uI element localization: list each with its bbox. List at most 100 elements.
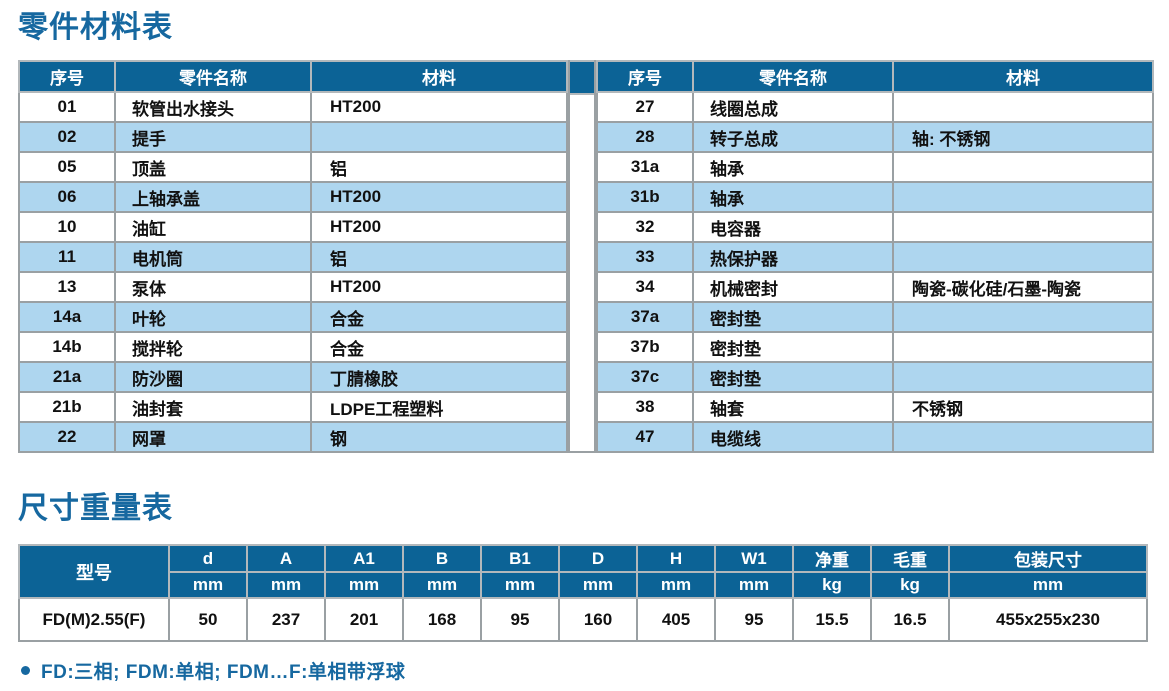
parts-table-left-body: 01 软管出水接头 HT200 02 提手 05 顶盖铝 06 上轴承盖 HT200 10 油缸 HT2… [18,91,568,453]
cell-h: 405 [636,597,716,642]
cell-no: 01 [18,91,116,123]
cell-no: 37a [596,301,694,333]
cell-material [892,301,1154,333]
column-header-no: 序号 [596,60,694,93]
parts-tables-band: 序号 零件名称 材料 01 软管出水接头 HT200 02 提手 05 顶盖铝 06 上轴承盖 H… [18,60,1154,453]
column-header-gross-weight: 毛重 [870,544,950,573]
cell-material [892,421,1154,453]
cell-no: 38 [596,391,694,423]
cell-no: 11 [18,241,116,273]
cell-material: 钢 [310,421,568,453]
column-header-h: H [636,544,716,573]
column-header-name: 零件名称 [114,60,312,93]
cell-name: 软管出水接头 [114,91,312,123]
table-gap-spacer-header [570,60,594,95]
cell-model: FD(M)2.55(F) [18,597,170,642]
column-header-dd: D [558,544,638,573]
cell-net-weight: 15.5 [792,597,872,642]
cell-material: 不锈钢 [892,391,1154,423]
cell-name: 顶盖 [114,151,312,183]
cell-no: 28 [596,121,694,153]
table-row: 13 泵体 HT200 [18,271,568,303]
table-row: FD(M)2.55(F) 50 237 201 168 95 160 405 9… [18,597,1148,642]
unit-gross-weight: kg [870,571,950,599]
cell-no: 21b [18,391,116,423]
cell-no: 02 [18,121,116,153]
cell-material: 丁腈橡胶 [310,361,568,393]
cell-no: 32 [596,211,694,243]
bullet-icon [21,666,30,675]
parts-table-right: 序号 零件名称 材料 27 线圈总成 28 转子总成 轴: 不锈钢 31a 轴承 31b 轴承 3… [596,60,1154,453]
column-header-name: 零件名称 [692,60,894,93]
table-row: 38 轴套 不锈钢 [596,391,1154,423]
cell-name: 叶轮 [114,301,312,333]
table-row: 33 热保护器 [596,241,1154,273]
unit-h: mm [636,571,716,599]
cell-gross-weight: 16.5 [870,597,950,642]
cell-no: 05 [18,151,116,183]
cell-w1: 95 [714,597,794,642]
cell-material [892,241,1154,273]
cell-material: HT200 [310,211,568,243]
unit-b1: mm [480,571,560,599]
unit-w1: mm [714,571,794,599]
table-row: 21a 防沙圈 丁腈橡胶 [18,361,568,393]
header-label-row: 型号 d A A1 B B1 D H W1 净重 毛重 包装尺寸 [18,544,1148,599]
cell-material [892,331,1154,363]
cell-no: 31b [596,181,694,213]
unit-d: mm [168,571,248,599]
cell-material [892,91,1154,123]
table-row: 31a 轴承 [596,151,1154,183]
cell-name: 轴套 [692,391,894,423]
cell-dd: 160 [558,597,638,642]
cell-name: 网罩 [114,421,312,453]
column-header-a: A [246,544,326,573]
cell-no: 33 [596,241,694,273]
table-row: 37c 密封垫 [596,361,1154,393]
cell-name: 线圈总成 [692,91,894,123]
cell-material: HT200 [310,181,568,213]
cell-no: 27 [596,91,694,123]
cell-a: 237 [246,597,326,642]
cell-material [310,121,568,153]
unit-package-size: mm [948,571,1148,599]
cell-name: 提手 [114,121,312,153]
cell-material: 铝 [310,241,568,273]
column-header-net-weight: 净重 [792,544,872,573]
parts-table-left: 序号 零件名称 材料 01 软管出水接头 HT200 02 提手 05 顶盖铝 06 上轴承盖 H… [18,60,568,453]
table-row: 47 电缆线 [596,421,1154,453]
parts-table-left-header: 序号 零件名称 材料 [18,60,568,93]
column-header-w1: W1 [714,544,794,573]
column-header-material: 材料 [310,60,568,93]
cell-material: 陶瓷-碳化硅/石墨-陶瓷 [892,271,1154,303]
parts-table-right-body: 27 线圈总成 28 转子总成 轴: 不锈钢 31a 轴承 31b 轴承 32 电容器 33 热保护器 3… [596,91,1154,453]
cell-no: 47 [596,421,694,453]
table-row: 14b 搅拌轮 合金 [18,331,568,363]
cell-name: 搅拌轮 [114,331,312,363]
cell-no: 31a [596,151,694,183]
cell-d: 50 [168,597,248,642]
cell-no: 14a [18,301,116,333]
table-row: 34 机械密封 陶瓷-碳化硅/石墨-陶瓷 [596,271,1154,303]
cell-name: 热保护器 [692,241,894,273]
cell-no: 10 [18,211,116,243]
footnote: FD:三相; FDM:单相; FDM…F:单相带浮球 [18,657,1148,684]
table-row: 02 提手 [18,121,568,153]
cell-name: 机械密封 [692,271,894,303]
cell-no: 14b [18,331,116,363]
dims-table-title: 尺寸重量表 [18,492,173,525]
cell-material: HT200 [310,91,568,123]
header-row: 序号 零件名称 材料 [18,60,568,93]
cell-material: 铝 [310,151,568,183]
cell-material: HT200 [310,271,568,303]
table-row: 05 顶盖铝 [18,151,568,183]
cell-name: 上轴承盖 [114,181,312,213]
dimensions-table-header: 型号 d A A1 B B1 D H W1 净重 毛重 包装尺寸 mm mm m… [18,544,1148,599]
cell-a1: 201 [324,597,404,642]
cell-no: 21a [18,361,116,393]
unit-dd: mm [558,571,638,599]
cell-no: 13 [18,271,116,303]
header-row: 序号 零件名称 材料 [596,60,1154,93]
cell-no: 37c [596,361,694,393]
